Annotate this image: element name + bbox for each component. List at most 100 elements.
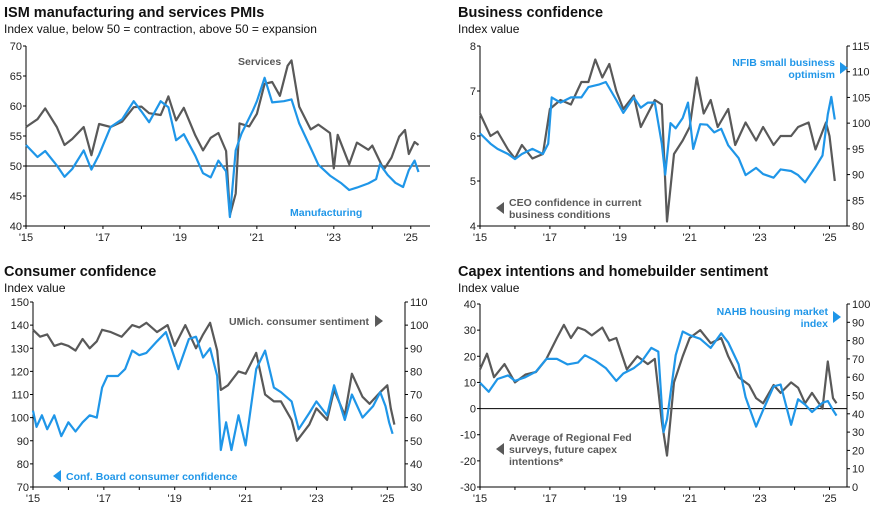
x-tick-label: '15: [473, 493, 487, 505]
x-tick-label: '25: [380, 493, 394, 505]
y-tick-label: 45: [10, 191, 22, 203]
y2-tick-label: 0: [852, 482, 858, 494]
y-tick-label: 50: [10, 161, 22, 173]
annotation-triangle-blue: [840, 62, 848, 74]
chart-title: Capex intentions and homebuilder sentime…: [458, 264, 768, 280]
y2-tick-label: 30: [410, 482, 422, 494]
x-tick-label: '21: [683, 493, 697, 505]
chart-title: ISM manufacturing and services PMIs: [4, 5, 264, 21]
y2-tick-label: 100: [410, 320, 428, 332]
annotation-triangle-blue: [833, 311, 841, 323]
y-tick-label: 100: [11, 413, 29, 425]
y2-tick-label: 50: [410, 436, 422, 448]
y2-tick-label: 100: [852, 299, 870, 311]
series-line-blue: [479, 80, 836, 184]
x-tick-label: '25: [822, 493, 836, 505]
series-line-blue: [479, 330, 838, 434]
y2-tick-label: 30: [852, 427, 864, 439]
y-tick-label: -30: [460, 482, 476, 494]
chart-panel-1: ISM manufacturing and services PMIsIndex…: [4, 5, 430, 244]
y-tick-label: 140: [11, 320, 29, 332]
y-tick-label: 70: [10, 41, 22, 53]
x-tick-label: '23: [752, 232, 766, 244]
chart-subtitle: Index value: [458, 281, 520, 295]
y-tick-label: 60: [10, 101, 22, 113]
y-tick-label: 55: [10, 131, 22, 143]
series-line-gray: [479, 58, 836, 223]
y-tick-label: 40: [464, 299, 476, 311]
y2-tick-label: 40: [852, 409, 864, 421]
x-tick-label: '17: [543, 493, 557, 505]
y2-tick-label: 90: [852, 170, 864, 182]
y-tick-label: 7: [470, 86, 476, 98]
y2-tick-label: 100: [852, 118, 870, 130]
y2-tick-label: 60: [852, 372, 864, 384]
x-tick-label: '23: [327, 232, 341, 244]
series-annotation-blue: Manufacturing: [290, 207, 362, 219]
y-tick-label: -20: [460, 456, 476, 468]
x-tick-label: '19: [168, 493, 182, 505]
y2-tick-label: 10: [852, 464, 864, 476]
chart-subtitle: Index value: [458, 22, 520, 36]
y2-tick-label: 90: [410, 343, 422, 355]
series-line-blue: [25, 76, 420, 219]
y-tick-label: 30: [464, 325, 476, 337]
y2-tick-label: 40: [410, 459, 422, 471]
x-tick-label: '25: [404, 232, 418, 244]
y-tick-label: 90: [17, 436, 29, 448]
series-line-blue: [31, 331, 394, 452]
y-tick-label: 4: [470, 221, 476, 233]
annotation-triangle-blue: [53, 470, 61, 482]
x-tick-label: '15: [473, 232, 487, 244]
y2-tick-label: 115: [852, 41, 870, 53]
y-tick-label: 6: [470, 131, 476, 143]
series-line-gray: [25, 59, 420, 217]
series-annotation-gray: Services: [238, 56, 281, 68]
series-line-gray: [478, 323, 838, 457]
series-annotation-blue: NFIB small business optimism: [732, 57, 835, 81]
x-tick-label: '21: [250, 232, 264, 244]
y-tick-label: 80: [17, 459, 29, 471]
chart-subtitle: Index value: [4, 281, 66, 295]
chart-subtitle: Index value, below 50 = contraction, abo…: [4, 22, 317, 36]
y-tick-label: 0: [470, 404, 476, 416]
y-tick-label: 120: [11, 366, 29, 378]
x-tick-label: '19: [173, 232, 187, 244]
x-tick-label: '15: [26, 493, 40, 505]
y-tick-label: 40: [10, 221, 22, 233]
y2-tick-label: 95: [852, 144, 864, 156]
x-tick-label: '23: [309, 493, 323, 505]
x-tick-label: '19: [613, 493, 627, 505]
series-annotation-gray: CEO confidence in current business condit…: [509, 197, 642, 221]
x-tick-label: '17: [97, 493, 111, 505]
x-tick-label: '19: [613, 232, 627, 244]
y-tick-label: 5: [470, 176, 476, 188]
y2-tick-label: 110: [852, 67, 870, 79]
series-annotation-blue: Conf. Board consumer confidence: [66, 471, 238, 483]
annotation-triangle-gray: [496, 202, 504, 214]
y-tick-label: 150: [11, 297, 29, 309]
y2-tick-label: 60: [410, 413, 422, 425]
x-tick-label: '15: [19, 232, 33, 244]
x-tick-label: '21: [238, 493, 252, 505]
y2-tick-label: 90: [852, 317, 864, 329]
annotation-triangle-gray: [496, 443, 504, 455]
chart-panel-4: Capex intentions and homebuilder sentime…: [458, 264, 870, 505]
series-annotation-gray: Average of Regional Fed surveys, future c…: [509, 432, 632, 468]
y-tick-label: 10: [464, 377, 476, 389]
x-tick-label: '17: [96, 232, 110, 244]
y-tick-label: 65: [10, 71, 22, 83]
y2-tick-label: 80: [852, 336, 864, 348]
y2-tick-label: 70: [852, 354, 864, 366]
annotation-triangle-gray: [375, 315, 384, 327]
y2-tick-label: 110: [410, 297, 428, 309]
y-tick-label: 20: [464, 351, 476, 363]
x-tick-label: '23: [752, 493, 766, 505]
y2-tick-label: 80: [852, 221, 864, 233]
y2-tick-label: 50: [852, 391, 864, 403]
x-tick-label: '21: [683, 232, 697, 244]
x-tick-label: '17: [543, 232, 557, 244]
x-tick-label: '25: [822, 232, 836, 244]
